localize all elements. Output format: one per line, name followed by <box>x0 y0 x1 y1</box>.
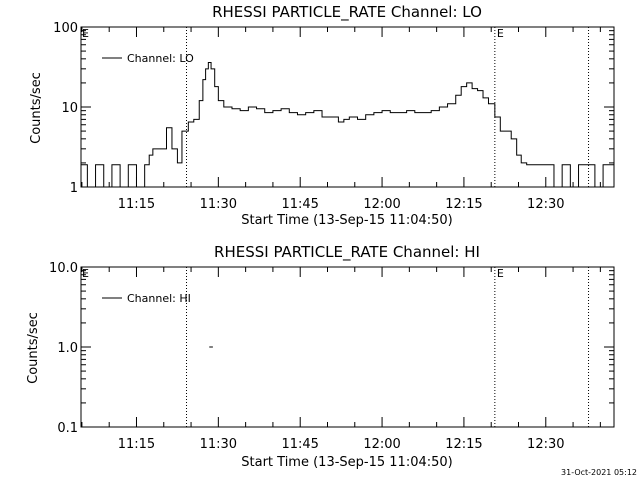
hi-y-tick-label: 1.0 <box>57 341 78 356</box>
lo-x-tick-label: 12:00 <box>363 197 400 212</box>
lo-time-marker-label: E <box>497 27 504 40</box>
lo-y-tick-label: 10 <box>61 101 78 116</box>
lo-series-line <box>81 61 614 188</box>
hi-x-axis-label: Start Time (13-Sep-15 11:04:50) <box>241 455 452 470</box>
hi-time-marker-label: E <box>497 267 504 280</box>
hi-x-tick-label: 12:00 <box>363 437 400 452</box>
lo-x-tick-label: 12:30 <box>527 197 564 212</box>
lo-plot-frame <box>80 26 615 188</box>
hi-corner-label: E <box>82 267 89 280</box>
hi-x-tick-label: 12:30 <box>527 437 564 452</box>
hi-legend: Channel: HI <box>102 292 191 305</box>
lo-legend: Channel: LO <box>102 52 194 65</box>
hi-y-tick-label: 10.0 <box>49 261 78 276</box>
hi-x-tick-label: 11:15 <box>118 437 155 452</box>
lo-corner-label: E <box>82 27 89 40</box>
lo-x-tick-label: 11:15 <box>118 197 155 212</box>
hi-y-axis-label: Counts/sec <box>26 312 41 384</box>
hi-channel-panel: RHESSI PARTICLE_RATE Channel: HI Counts/… <box>26 243 615 470</box>
lo-y-tick-label: 1 <box>70 181 78 196</box>
hi-chart-title: RHESSI PARTICLE_RATE Channel: HI <box>214 243 480 262</box>
hi-x-tick-label: 11:30 <box>200 437 237 452</box>
lo-x-tick-label: 11:45 <box>281 197 318 212</box>
hi-x-tick-label: 11:45 <box>281 437 318 452</box>
hi-x-tick-label: 12:15 <box>445 437 482 452</box>
hi-plot-frame <box>80 266 615 428</box>
lo-channel-panel: RHESSI PARTICLE_RATE Channel: LO Counts/… <box>29 3 615 228</box>
lo-x-axis-label: Start Time (13-Sep-15 11:04:50) <box>241 213 452 228</box>
hi-legend-label: Channel: HI <box>127 292 191 305</box>
lo-y-tick-label: 100 <box>53 21 78 36</box>
hi-y-tick-label: 0.1 <box>57 421 78 436</box>
lo-legend-label: Channel: LO <box>127 52 194 65</box>
footer-timestamp: 31-Oct-2021 05:12 <box>561 468 637 477</box>
lo-x-tick-label: 11:30 <box>200 197 237 212</box>
lo-x-tick-label: 12:15 <box>445 197 482 212</box>
lo-y-axis-label: Counts/sec <box>29 72 44 144</box>
lo-chart-title: RHESSI PARTICLE_RATE Channel: LO <box>212 3 482 22</box>
